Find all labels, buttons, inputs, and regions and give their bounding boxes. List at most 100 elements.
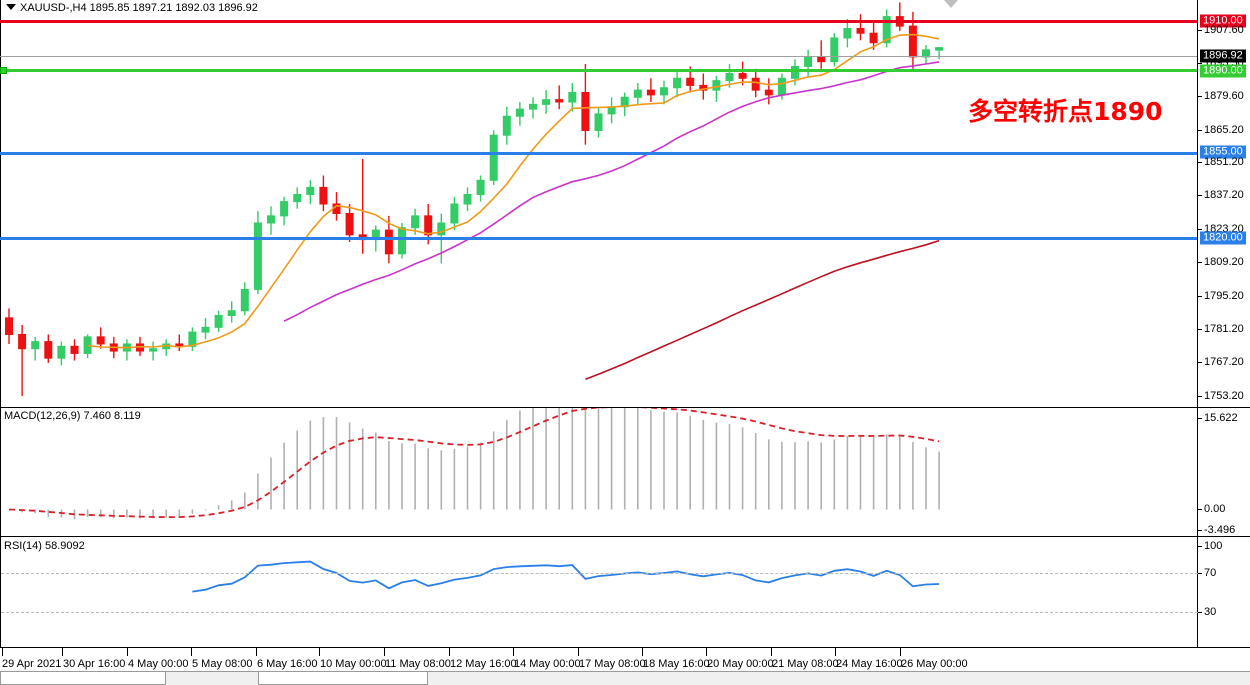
macd-axis-tick [1198, 418, 1202, 419]
time-axis-tick [578, 648, 579, 656]
price-badge-blue[interactable]: 1820.00 [1200, 231, 1246, 245]
price-axis-label: 1907.60 [1204, 24, 1244, 36]
price-badge-black[interactable]: 1896.92 [1200, 49, 1246, 63]
price-axis-tick [1198, 296, 1202, 297]
rsi-axis-tick [1198, 612, 1202, 613]
price-axis-label: 1781.20 [1204, 323, 1244, 335]
price-panel-left-border [0, 0, 1, 408]
time-axis-label: 21 May 08:00 [772, 658, 839, 670]
price-panel: XAUUSD-,H4 1895.85 1897.21 1892.03 1896.… [0, 0, 1250, 408]
price-axis-tick [1198, 30, 1202, 31]
price-axis-label: 1795.20 [1204, 290, 1244, 302]
time-axis-label: 12 May 16:00 [450, 658, 517, 670]
time-axis-label: 20 May 00:00 [707, 658, 774, 670]
time-axis-tick [256, 648, 257, 656]
time-axis-tick [513, 648, 514, 656]
triangle-down-icon[interactable] [6, 4, 16, 10]
price-axis-tick [1198, 96, 1202, 97]
time-axis-tick [900, 648, 901, 656]
price-axis-tick [1198, 63, 1202, 64]
candlestick-series [5, 2, 944, 397]
time-axis-tick [835, 648, 836, 656]
time-axis-tick [706, 648, 707, 656]
price-axis-tick [1198, 329, 1202, 330]
time-axis-tick [127, 648, 128, 656]
macd-panel: MACD(12,26,9) 7.460 8.119 15.622 0.00 -3.4… [0, 408, 1250, 538]
rsi-level-30-line [1, 612, 1198, 613]
price-axis-label: 1753.20 [1204, 390, 1244, 402]
time-axis-label: 26 May 00:00 [901, 658, 968, 670]
price-axis-tick [1198, 362, 1202, 363]
time-axis-label: 14 May 00:00 [514, 658, 581, 670]
macd-axis-label: 15.622 [1204, 412, 1238, 424]
macd-axis: 15.622 0.00 -3.496 [1198, 408, 1250, 538]
time-axis-tick [319, 648, 320, 656]
price-panel-right-border [1197, 0, 1198, 408]
time-axis-label: 6 May 16:00 [257, 658, 318, 670]
rsi-axis: 100 70 30 [1198, 538, 1250, 648]
time-axis-tick [62, 648, 63, 656]
price-axis-label: 1809.20 [1204, 256, 1244, 268]
time-axis-label: 30 Apr 16:00 [63, 658, 126, 670]
rsi-title: RSI(14) 58.9092 [4, 540, 85, 552]
pivot-line-1890[interactable] [0, 69, 1197, 72]
time-axis-label: 18 May 16:00 [643, 658, 710, 670]
price-axis-tick [1198, 162, 1202, 163]
bottom-tabstrip [0, 671, 1250, 685]
time-axis-tick [191, 648, 192, 656]
support-line-1820[interactable] [0, 237, 1197, 240]
macd-rsi-divider [0, 536, 1250, 537]
price-axis-tick [1198, 229, 1202, 230]
price-axis-tick [1198, 195, 1202, 196]
price-badge-green[interactable]: 1890.00 [1200, 64, 1246, 78]
price-badge-blue[interactable]: 1855.00 [1200, 145, 1246, 159]
annotation-text: 多空转折点1890 [968, 97, 1163, 126]
rsi-axis-label: 70 [1204, 567, 1217, 579]
rsi-panel-right-border [1197, 538, 1198, 648]
time-axis-tick [2, 648, 3, 656]
macd-plot-area[interactable] [1, 408, 1198, 538]
rsi-axis-label: 100 [1204, 540, 1223, 552]
time-axis-label: 4 May 00:00 [128, 658, 189, 670]
macd-title: MACD(12,26,9) 7.460 8.119 [4, 410, 141, 422]
price-axis-label: 1879.60 [1204, 90, 1244, 102]
chart-marker-triangle-down-icon[interactable] [944, 0, 958, 8]
rsi-axis-tick [1198, 573, 1202, 574]
time-axis-label: 5 May 08:00 [192, 658, 253, 670]
macd-series [8, 408, 940, 520]
rsi-plot-area[interactable] [1, 538, 1198, 648]
time-axis-label: 10 May 00:00 [320, 658, 387, 670]
time-axis-label: 29 Apr 2021 [2, 658, 62, 670]
time-axis-label: 17 May 08:00 [579, 658, 646, 670]
time-axis-tick [449, 648, 450, 656]
rsi-panel: RSI(14) 58.9092 100 70 30 [0, 538, 1250, 648]
time-axis-tick [384, 648, 385, 656]
price-axis-label: 1837.20 [1204, 189, 1244, 201]
tab-terminal[interactable] [0, 672, 166, 685]
rsi-level-70-line [1, 573, 1198, 574]
macd-panel-right-border [1197, 408, 1198, 538]
price-plot-area[interactable] [1, 0, 1198, 408]
price-badge-red[interactable]: 1910.00 [1200, 14, 1246, 28]
current-price-line [0, 56, 1197, 57]
macd-axis-label: -3.496 [1204, 524, 1236, 536]
time-axis-label: 11 May 08:00 [385, 658, 451, 670]
support-line-1855[interactable] [0, 152, 1197, 155]
rsi-axis-tick [1198, 546, 1202, 547]
macd-axis-tick [1198, 530, 1202, 531]
rsi-series [192, 560, 940, 593]
price-axis-tick [1198, 130, 1202, 131]
resistance-line-1910[interactable] [0, 20, 1197, 23]
time-axis-label: 24 May 16:00 [836, 658, 903, 670]
macd-axis-label: 0.00 [1204, 503, 1226, 515]
time-axis-tick [642, 648, 643, 656]
page-title: XAUUSD-,H4 1895.85 1897.21 1892.03 1896.… [20, 2, 258, 14]
pivot-line-handle[interactable] [0, 67, 7, 74]
tab-secondary[interactable] [258, 672, 428, 685]
price-axis[interactable]: 1910.00 1907.60 1896.92 1893.50 1890.00 1879.… [1198, 0, 1250, 408]
price-axis-tick [1198, 262, 1202, 263]
price-axis-label: 1865.20 [1204, 124, 1244, 136]
price-axis-label: 1767.20 [1204, 356, 1244, 368]
macd-axis-tick [1198, 509, 1202, 510]
